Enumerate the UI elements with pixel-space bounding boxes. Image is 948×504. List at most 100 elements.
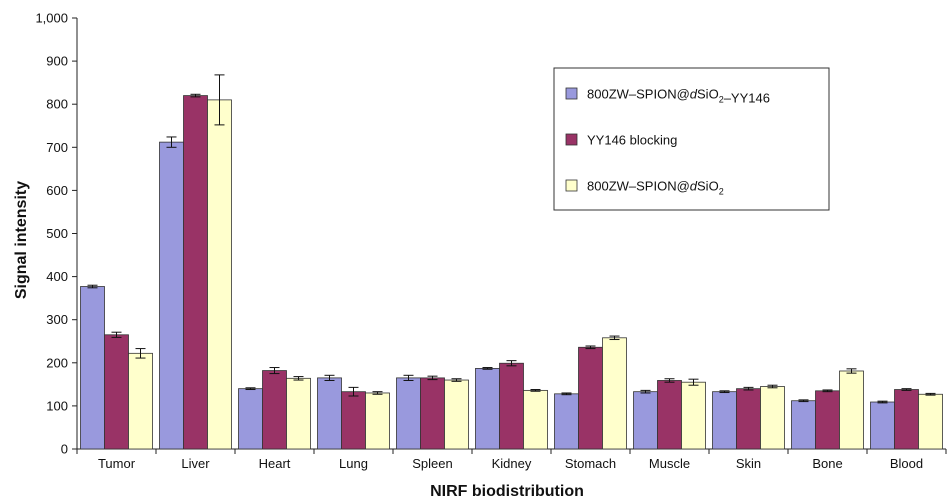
y-axis-title: Signal intensity: [13, 181, 30, 299]
error-bar: [245, 387, 256, 391]
bar: [712, 391, 737, 450]
bar: [444, 379, 469, 450]
x-tick-label: Heart: [259, 456, 291, 471]
x-tick-label: Tumor: [98, 456, 136, 471]
bar: [894, 389, 919, 450]
error-bar: [688, 378, 699, 386]
legend: 800ZW–SPION@dSiO2–YY146 YY146 blocking 800…: [553, 67, 830, 211]
bar: [128, 352, 153, 450]
x-tick-label: Bone: [812, 456, 842, 471]
error-bar: [372, 391, 383, 395]
bar: [365, 392, 390, 450]
error-bar: [293, 376, 304, 381]
error-bar: [822, 389, 833, 393]
y-tick-label: 900: [46, 54, 68, 69]
error-bar: [451, 378, 462, 382]
bar: [286, 377, 311, 450]
bar: [602, 337, 627, 450]
bar: [554, 393, 579, 450]
y-tick-label: 600: [46, 183, 68, 198]
x-tick-label: Lung: [339, 456, 368, 471]
error-bar: [901, 388, 912, 391]
bar: [815, 390, 840, 450]
y-tick-label: 1,000: [35, 11, 68, 26]
bar: [870, 401, 895, 450]
bar: [159, 141, 184, 450]
y-tick-label: 800: [46, 97, 68, 112]
error-bar: [190, 93, 201, 98]
bars: [80, 95, 943, 450]
bar: [262, 370, 287, 450]
error-bar: [925, 392, 936, 396]
x-axis-title: NIRF biodistribution: [430, 483, 584, 500]
bar: [523, 389, 548, 450]
bar: [396, 377, 421, 450]
bar: [681, 381, 706, 450]
error-bar: [348, 386, 359, 397]
bar: [839, 370, 864, 450]
error-bar: [269, 367, 280, 375]
bar: [420, 377, 445, 450]
bar: [238, 388, 263, 450]
legend-frame: [553, 67, 830, 211]
error-bar: [166, 136, 177, 148]
y-tick-label: 300: [46, 312, 68, 327]
bar: [341, 391, 366, 450]
bar: [760, 386, 785, 450]
x-tick-label: Kidney: [492, 456, 532, 471]
x-axis: Tumor Liver Heart Lung Spleen Kidney Stomach Mu…: [76, 448, 947, 471]
bar: [207, 99, 232, 450]
bar: [736, 388, 761, 450]
bar: [499, 362, 524, 450]
error-bar: [664, 378, 675, 383]
error-bar: [743, 386, 754, 391]
error-bar: [846, 368, 857, 374]
x-tick-label: Skin: [736, 456, 761, 471]
error-bar: [214, 74, 225, 126]
bar: [633, 391, 658, 450]
legend-label: 800ZW–SPION@dSiO2: [587, 179, 724, 197]
y-tick-label: 0: [61, 442, 68, 457]
error-bar: [585, 345, 596, 350]
bar: [317, 377, 342, 450]
error-bar: [609, 335, 620, 341]
error-bar: [482, 367, 493, 370]
error-bar: [767, 384, 778, 389]
x-tick-label: Liver: [181, 456, 210, 471]
bar: [791, 400, 816, 450]
y-tick-label: 100: [46, 398, 68, 413]
error-bar: [135, 348, 146, 359]
x-tick-label: Stomach: [565, 456, 616, 471]
bar: [80, 286, 105, 450]
bar: [183, 95, 208, 450]
legend-label: 800ZW–SPION@dSiO2–YY146: [587, 87, 770, 106]
x-tick-label: Blood: [890, 456, 923, 471]
legend-swatch: [565, 87, 578, 100]
bar: [657, 380, 682, 450]
y-axis: 0 100 200 300 400 500 600 700 800 900 1,000: [35, 11, 78, 457]
error-bar: [87, 284, 98, 289]
y-tick-label: 200: [46, 355, 68, 370]
legend-swatch: [565, 179, 578, 192]
error-bar: [111, 331, 122, 338]
bar: [918, 393, 943, 450]
y-tick-label: 500: [46, 226, 68, 241]
y-tick-label: 700: [46, 140, 68, 155]
error-bars: [87, 74, 936, 404]
error-bar: [561, 392, 572, 396]
error-bar: [403, 374, 414, 381]
error-bar: [427, 375, 438, 381]
bar: [578, 346, 603, 450]
legend-label: YY146 blocking: [587, 133, 677, 148]
error-bar: [798, 399, 809, 403]
x-tick-label: Muscle: [649, 456, 690, 471]
bar: [475, 368, 500, 450]
error-bar: [530, 389, 541, 392]
error-bar: [506, 360, 517, 367]
error-bar: [324, 374, 335, 381]
bar: [104, 334, 129, 450]
error-bar: [719, 390, 730, 394]
error-bar: [640, 389, 651, 394]
legend-swatch: [565, 133, 578, 146]
